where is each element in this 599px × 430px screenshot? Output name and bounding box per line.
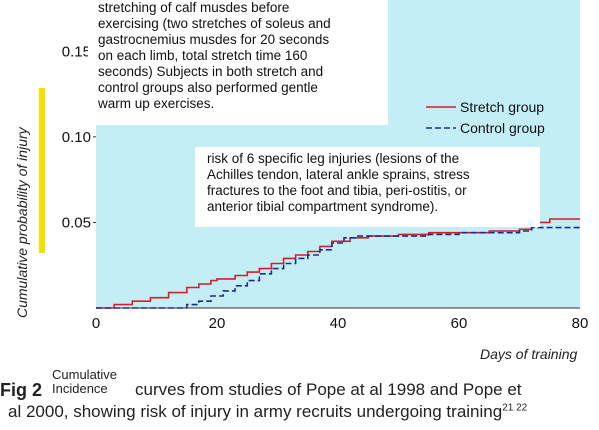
y-ticks: 0.05 0.10 0.15 bbox=[62, 43, 96, 231]
ylabel-accent-bar bbox=[39, 88, 45, 253]
annotation-line: fractures to the foot and tibia, peri-os… bbox=[207, 183, 467, 198]
annotation-line: warm up exercises. bbox=[98, 96, 215, 111]
annotation-line: stretching of calf musdes before bbox=[98, 0, 290, 15]
annotation-line: gastrocnemius musdes for 20 seconds bbox=[98, 32, 330, 47]
x-tick-label: 80 bbox=[572, 315, 589, 332]
legend-label: Stretch group bbox=[460, 99, 544, 115]
figure-label: Fig 2 bbox=[0, 380, 43, 400]
incidence-word: Incidence bbox=[52, 381, 108, 396]
x-ticks: 0 20 40 60 80 bbox=[92, 315, 589, 332]
series-line-stretch bbox=[96, 218, 580, 309]
y-tick-label: 0.05 bbox=[62, 214, 91, 231]
y-tick-label: 0.15 bbox=[62, 43, 91, 60]
figure-caption: Fig 2 Cumulative Incidence curves from s… bbox=[0, 366, 599, 430]
annotation-box-injury-definition: risk of 6 specific leg injuries (lesions… bbox=[195, 147, 540, 227]
annotation-line: Achilles tendon, lateral ankle sprains, … bbox=[207, 167, 470, 182]
legend: Stretch group Control group bbox=[426, 99, 545, 136]
x-tick-label: 0 bbox=[92, 315, 100, 332]
y-tick-label: 0.10 bbox=[62, 129, 91, 146]
series-line-control bbox=[96, 226, 580, 309]
annotation-line: control groups also performed gentle bbox=[98, 80, 318, 95]
annotation-line: anterior tibial compartment syndrome). bbox=[207, 199, 439, 214]
cumulative-incidence-label: Cumulative Incidence bbox=[52, 368, 117, 396]
y-axis-label: Cumulative probability of injury bbox=[14, 126, 30, 318]
caption-line-2: al 2000, showing risk of injury in army … bbox=[8, 402, 527, 422]
series-lines bbox=[96, 218, 580, 309]
x-tick-label: 60 bbox=[451, 315, 468, 332]
caption-references: 21 22 bbox=[502, 402, 528, 414]
annotation-line: exercising (two stretches of soleus and bbox=[98, 16, 331, 31]
x-tick-label: 20 bbox=[209, 315, 226, 332]
annotation-line: on each limb, total stretch time 160 bbox=[98, 48, 308, 63]
annotation-line: risk of 6 specific leg injuries (lesions… bbox=[207, 151, 460, 166]
annotation-line: seconds) Subjects in both stretch and bbox=[98, 64, 324, 79]
x-tick-label: 40 bbox=[330, 315, 347, 332]
x-axis-label: Days of training bbox=[480, 346, 577, 362]
legend-label: Control group bbox=[460, 120, 545, 136]
cumulative-word: Cumulative bbox=[52, 367, 118, 382]
caption-line-1: curves from studies of Pope at al 1998 a… bbox=[135, 380, 522, 399]
annotation-box-stretch-method: stretching of calf musdes before exercisi… bbox=[88, 0, 388, 125]
caption-line-2-text: al 2000, showing risk of injury in army … bbox=[8, 402, 503, 421]
